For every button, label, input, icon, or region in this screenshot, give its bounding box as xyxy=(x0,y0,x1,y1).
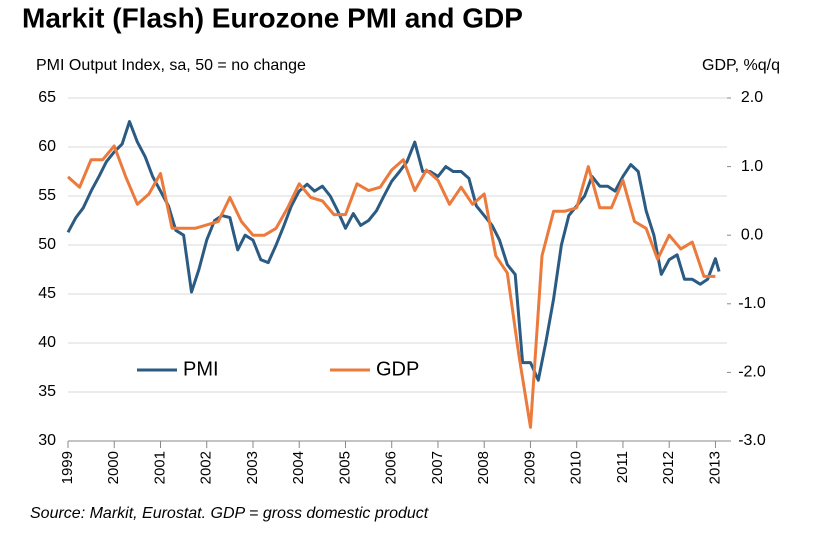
y2-axis-label: GDP, %q/q xyxy=(702,57,780,74)
y-tick-label: 60 xyxy=(38,138,56,155)
y-axis-label: PMI Output Index, sa, 50 = no change xyxy=(36,57,306,74)
x-tick-label: 2012 xyxy=(660,451,677,484)
x-tick-label: 2003 xyxy=(244,451,261,484)
line-series xyxy=(66,120,721,382)
y2-tick-label: 2.0 xyxy=(741,89,763,106)
y-tick-label: 35 xyxy=(38,383,56,400)
x-tick-label: 2004 xyxy=(290,451,307,484)
x-tick-label: 2002 xyxy=(198,451,215,484)
x-tick-label: 2007 xyxy=(429,451,446,484)
y-tick-label: 55 xyxy=(38,187,56,204)
x-tick-label: 2011 xyxy=(614,451,631,483)
x-tick-label: 2013 xyxy=(706,451,723,484)
x-tick-label: 2006 xyxy=(383,451,400,484)
y-tick-label: 45 xyxy=(38,285,56,302)
y2-tick-label: 1.0 xyxy=(741,158,763,175)
chart-title: Markit (Flash) Eurozone PMI and GDP xyxy=(22,2,523,33)
y-tick-label: 50 xyxy=(38,236,56,253)
line-series xyxy=(67,144,716,429)
source-note: Source: Markit, Eurostat. GDP = gross do… xyxy=(30,505,429,522)
x-tick-label: 1999 xyxy=(59,451,76,484)
y2-tick-label: -3.0 xyxy=(738,432,766,449)
x-tick-label: 2001 xyxy=(151,451,168,484)
x-tick-label: 2000 xyxy=(105,451,122,484)
x-tick-label: 2005 xyxy=(336,451,353,484)
y-tick-label: 30 xyxy=(38,432,56,449)
legend-label: PMI xyxy=(183,358,219,380)
y2-tick-label: -2.0 xyxy=(738,364,766,381)
y2-tick-label: 0.0 xyxy=(741,226,763,243)
y2-tick-label: -1.0 xyxy=(738,295,766,312)
x-tick-label: 2009 xyxy=(521,451,538,484)
x-tick-label: 2008 xyxy=(475,451,492,484)
x-tick-label: 2010 xyxy=(568,451,585,484)
legend-label: GDP xyxy=(376,358,419,380)
y-tick-label: 40 xyxy=(38,334,56,351)
y-tick-label: 65 xyxy=(38,89,56,106)
